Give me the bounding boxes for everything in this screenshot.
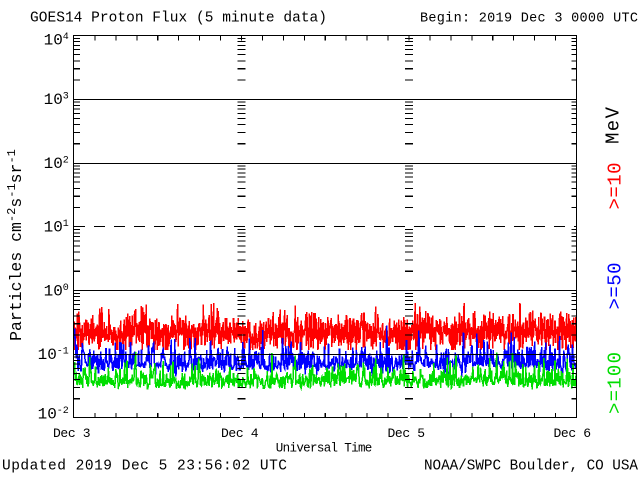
svg-text:Begin: 2019 Dec 3 0000 UTC: Begin: 2019 Dec 3 0000 UTC — [420, 12, 638, 27]
svg-text:104: 104 — [44, 31, 69, 49]
svg-text:>=100: >=100 — [605, 352, 627, 414]
svg-text:>=50: >=50 — [605, 263, 627, 310]
svg-text:101: 101 — [44, 219, 69, 237]
svg-text:103: 103 — [44, 91, 69, 109]
svg-text:MeV: MeV — [603, 106, 625, 144]
svg-text:Particles cm-2s-1sr-1: Particles cm-2s-1sr-1 — [5, 149, 26, 341]
svg-text:GOES14 Proton Flux (5 minute d: GOES14 Proton Flux (5 minute data) — [30, 11, 327, 27]
svg-text:Universal Time: Universal Time — [276, 442, 373, 456]
svg-text:Dec 6: Dec 6 — [554, 426, 592, 441]
svg-text:>=10: >=10 — [605, 163, 627, 210]
svg-text:100: 100 — [44, 282, 69, 300]
svg-text:102: 102 — [44, 155, 69, 173]
svg-text:NOAA/SWPC Boulder, CO USA: NOAA/SWPC Boulder, CO USA — [424, 459, 638, 475]
svg-text:Dec 3: Dec 3 — [53, 426, 91, 441]
svg-text:Dec 4: Dec 4 — [221, 426, 259, 441]
svg-text:Updated 2019 Dec 5 23:56:02 U: Updated 2019 Dec 5 23:56:02 UTC — [2, 459, 287, 475]
svg-text:Dec 5: Dec 5 — [388, 426, 426, 441]
